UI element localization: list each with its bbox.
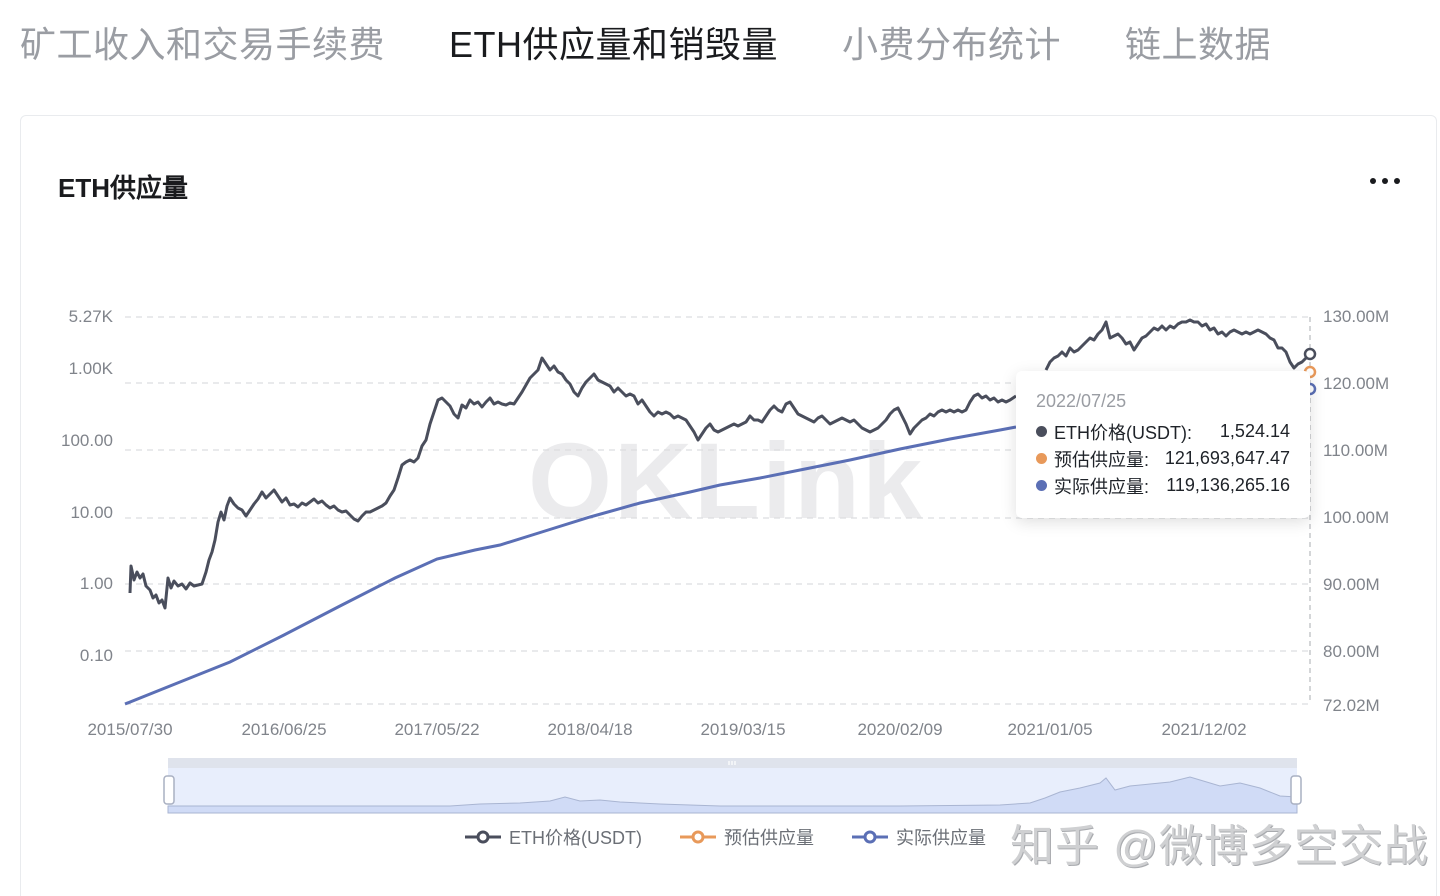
right-tick: 120.00M [1323, 374, 1389, 393]
more-horizontal-icon [1394, 178, 1400, 184]
right-tick: 80.00M [1323, 642, 1380, 661]
tooltip-date: 2022/07/25 [1036, 391, 1127, 411]
price-dot-icon [1036, 426, 1047, 437]
estimated-supply-dot-icon [1036, 453, 1047, 464]
oklink-watermark: OKLink [528, 420, 925, 541]
right-tick: 90.00M [1323, 575, 1380, 594]
tooltip-row-estimated-supply: 预估供应量: 121,693,647.47 [1036, 445, 1290, 472]
more-horizontal-icon [1370, 178, 1376, 184]
x-axis: 2015/07/30 2016/06/25 2017/05/22 2018/04… [87, 720, 1246, 739]
tab-bar: 矿工收入和交易手续费 ETH供应量和销毁量 小费分布统计 链上数据 [20, 14, 1335, 70]
x-tick: 2019/03/15 [700, 720, 785, 739]
zoom-handle-left[interactable] [163, 775, 175, 805]
chart-legend: ETH价格(USDT) 预估供应量 实际供应量 [465, 824, 1024, 850]
actual-supply-line [124, 425, 1017, 706]
source-watermark: 知乎 @微博多空交战 [1010, 822, 1429, 871]
tab-tip-distribution[interactable]: 小费分布统计 [842, 24, 1062, 65]
left-tick: 1.00K [69, 359, 114, 378]
legend-estimated-supply[interactable]: 预估供应量 [680, 824, 814, 850]
left-tick: 100.00 [61, 431, 113, 450]
zoom-preview-area [167, 776, 1298, 814]
chart-title: ETH供应量 [58, 173, 189, 203]
right-tick: 72.02M [1323, 696, 1380, 715]
right-tick: 100.00M [1323, 508, 1389, 527]
eth-price-line-upper [1044, 318, 1312, 371]
tab-miner-income[interactable]: 矿工收入和交易手续费 [20, 24, 386, 65]
right-tick: 110.00M [1323, 441, 1388, 460]
tooltip-row-price: ETH价格(USDT): 1,524.14 [1036, 418, 1290, 445]
x-tick: 2015/07/30 [87, 720, 172, 739]
legend-eth-price[interactable]: ETH价格(USDT) [465, 824, 642, 850]
x-tick: 2021/01/05 [1007, 720, 1092, 739]
tab-onchain-data[interactable]: 链上数据 [1125, 24, 1272, 65]
x-tick: 2017/05/22 [394, 720, 479, 739]
x-tick: 2016/06/25 [241, 720, 326, 739]
eth-price-line [128, 356, 1017, 610]
zoom-drag-grip-icon[interactable] [728, 761, 736, 765]
more-horizontal-icon [1382, 178, 1388, 184]
data-zoom-slider[interactable] [163, 758, 1302, 814]
price-hover-marker [1303, 347, 1317, 361]
legend-line-circle-icon [852, 830, 888, 844]
more-options-button[interactable] [1370, 174, 1400, 188]
legend-line-circle-icon [465, 830, 501, 844]
left-tick: 10.00 [70, 503, 113, 522]
legend-line-circle-icon [680, 830, 716, 844]
x-tick: 2020/02/09 [857, 720, 942, 739]
actual-supply-dot-icon [1036, 480, 1047, 491]
x-tick: 2018/04/18 [547, 720, 632, 739]
left-tick: 1.00 [80, 574, 113, 593]
tooltip-row-actual-supply: 实际供应量: 119,136,265.16 [1036, 472, 1290, 499]
x-tick: 2021/12/02 [1161, 720, 1246, 739]
left-axis: 5.27K 1.00K 100.00 10.00 1.00 0.10 [61, 307, 114, 665]
legend-actual-supply[interactable]: 实际供应量 [852, 824, 986, 850]
left-tick: 0.10 [80, 646, 113, 665]
right-tick: 130.00M [1323, 307, 1389, 326]
right-axis: 130.00M 120.00M 110.00M 100.00M 90.00M 8… [1323, 307, 1389, 715]
hover-tooltip: 2022/07/25 ETH价格(USDT): 1,524.14 预估供应量: … [1016, 371, 1310, 518]
zoom-handle-right[interactable] [1290, 775, 1302, 805]
tab-eth-supply-burn[interactable]: ETH供应量和销毁量 [449, 24, 779, 65]
left-tick: 5.27K [69, 307, 114, 326]
